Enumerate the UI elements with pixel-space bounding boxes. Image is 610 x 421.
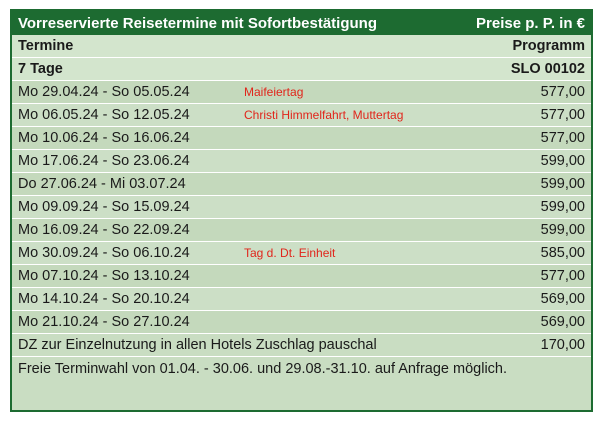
row-dates: Do 27.06.24 - Mi 03.07.24 [18, 176, 186, 192]
surcharge-row: DZ zur Einzelnutzung in allen Hotels Zus… [12, 334, 591, 357]
row-dates: Mo 14.10.24 - So 20.10.24 [18, 291, 190, 307]
row-dates: Mo 17.06.24 - So 23.06.24 [18, 153, 190, 169]
table-title: Vorreservierte Reisetermine mit Sofortbe… [18, 14, 377, 32]
table-row: Mo 30.09.24 - So 06.10.24 Tag d. Dt. Einh… [12, 242, 591, 265]
program-row: 7 Tage SLO 00102 [12, 58, 591, 81]
table-row: Do 27.06.24 - Mi 03.07.24 599,00 [12, 173, 591, 196]
row-price: 569,00 [540, 291, 585, 307]
surcharge-price: 170,00 [540, 337, 585, 353]
row-price: 577,00 [540, 130, 585, 146]
row-dates: Mo 16.09.24 - So 22.09.24 [18, 222, 190, 238]
row-dates: Mo 10.06.24 - So 16.06.24 [18, 130, 190, 146]
row-holiday-note: Tag d. Dt. Einheit [244, 246, 336, 260]
column-header-row: Termine Programm [12, 35, 591, 58]
program-duration: 7 Tage [18, 61, 63, 77]
row-dates: Mo 07.10.24 - So 13.10.24 [18, 268, 190, 284]
column-header-termine: Termine [18, 38, 74, 54]
table-header: Vorreservierte Reisetermine mit Sofortbe… [12, 11, 591, 35]
date-rows: Mo 29.04.24 - So 05.05.24 Maifeiertag 577,… [12, 81, 591, 334]
table-row: Mo 16.09.24 - So 22.09.24 599,00 [12, 219, 591, 242]
row-price: 569,00 [540, 314, 585, 330]
table-row: Mo 21.10.24 - So 27.10.24 569,00 [12, 311, 591, 334]
table-row: Mo 17.06.24 - So 23.06.24 599,00 [12, 150, 591, 173]
row-holiday-note: Maifeiertag [244, 85, 304, 99]
row-price: 577,00 [540, 84, 585, 100]
footnote: Freie Terminwahl von 01.04. - 30.06. und… [18, 361, 508, 377]
table-row: Mo 10.06.24 - So 16.06.24 577,00 [12, 127, 591, 150]
surcharge-label: DZ zur Einzelnutzung in allen Hotels Zus… [18, 337, 377, 353]
row-price: 599,00 [540, 222, 585, 238]
table-row: Mo 06.05.24 - So 12.05.24 Christi Himmelf… [12, 104, 591, 127]
row-holiday-note: Christi Himmelfahrt, Muttertag [244, 108, 404, 122]
row-price: 577,00 [540, 268, 585, 284]
row-dates: Mo 30.09.24 - So 06.10.24 [18, 245, 190, 261]
table-row: Mo 07.10.24 - So 13.10.24 577,00 [12, 265, 591, 288]
column-header-programm: Programm [512, 38, 585, 54]
program-code: SLO 00102 [510, 61, 585, 77]
table-row: Mo 29.04.24 - So 05.05.24 Maifeiertag 577,… [12, 81, 591, 104]
table-row: Mo 14.10.24 - So 20.10.24 569,00 [12, 288, 591, 311]
row-price: 599,00 [540, 199, 585, 215]
row-price: 577,00 [540, 107, 585, 123]
row-dates: Mo 06.05.24 - So 12.05.24 [18, 107, 190, 123]
row-dates: Mo 21.10.24 - So 27.10.24 [18, 314, 190, 330]
price-table: Vorreservierte Reisetermine mit Sofortbe… [10, 9, 593, 412]
row-dates: Mo 29.04.24 - So 05.05.24 [18, 84, 190, 100]
row-price: 599,00 [540, 153, 585, 169]
row-price: 585,00 [540, 245, 585, 261]
table-row: Mo 09.09.24 - So 15.09.24 599,00 [12, 196, 591, 219]
price-label: Preise p. P. in € [476, 14, 585, 32]
row-dates: Mo 09.09.24 - So 15.09.24 [18, 199, 190, 215]
row-price: 599,00 [540, 176, 585, 192]
